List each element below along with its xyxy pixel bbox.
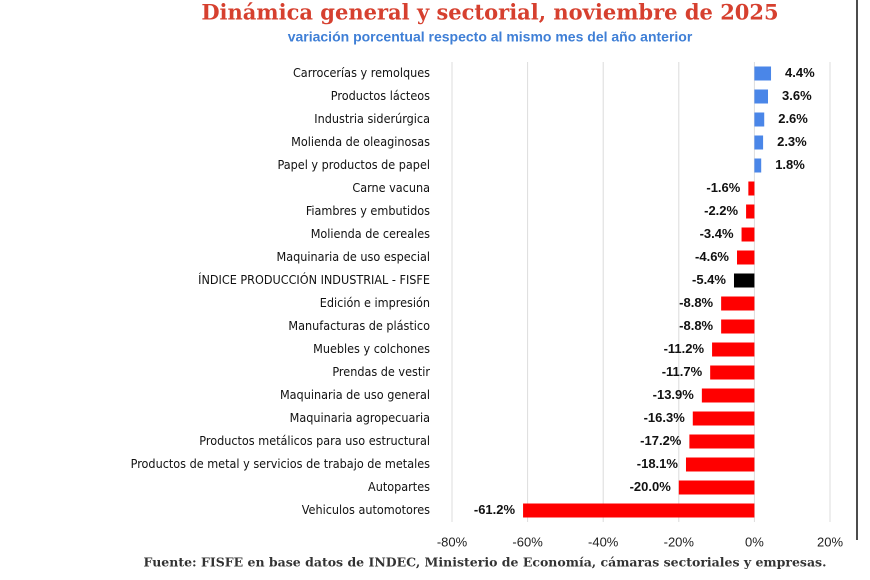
category-label: Maquinaria de uso general [280, 387, 430, 402]
category-label: Carne vacuna [352, 180, 430, 195]
bar [685, 457, 755, 472]
bar [748, 181, 755, 196]
x-tick-label: 20% [817, 534, 843, 549]
bar [712, 342, 755, 357]
category-label: ÍNDICE PRODUCCIÓN INDUSTRIAL - FISFE [198, 272, 430, 287]
value-label: -8.8% [679, 295, 713, 310]
x-tick-label: -40% [588, 534, 619, 549]
value-label: -16.3% [644, 410, 686, 425]
category-label: Autopartes [368, 479, 430, 494]
bar [678, 480, 755, 495]
category-label: Papel y productos de papel [278, 157, 430, 172]
value-label: 3.6% [782, 88, 812, 103]
source-note: Fuente: FISFE en base datos de INDEC, Mi… [144, 555, 827, 570]
bar [733, 273, 755, 288]
category-label: Carrocerías y remolques [293, 65, 430, 80]
category-label: Maquinaria de uso especial [277, 249, 430, 264]
x-tick-label: -60% [512, 534, 543, 549]
bar [737, 250, 755, 265]
category-label: Edición e impresión [320, 295, 430, 310]
bar [754, 158, 762, 173]
bar [692, 411, 755, 426]
value-label: -8.8% [679, 318, 713, 333]
bar [710, 365, 755, 380]
bar [754, 89, 769, 104]
value-label: 4.4% [785, 65, 815, 80]
category-label: Muebles y colchones [313, 341, 430, 356]
value-label: -1.6% [706, 180, 740, 195]
value-label: -3.4% [700, 226, 734, 241]
value-label: -11.2% [664, 341, 705, 356]
category-label: Industria siderúrgica [314, 111, 430, 126]
x-tick-label: -80% [437, 534, 468, 549]
category-label: Vehiculos automotores [302, 502, 430, 517]
x-tick-label: -20% [664, 534, 695, 549]
category-label: Prendas de vestir [332, 364, 430, 379]
bar [754, 66, 772, 81]
category-label: Maquinaria agropecuaria [290, 410, 430, 425]
category-label: Molienda de oleaginosas [291, 134, 430, 149]
value-label: -11.7% [662, 364, 703, 379]
category-label: Manufacturas de plástico [288, 318, 430, 333]
bar [754, 112, 765, 127]
chart-subtitle: variación porcentual respecto al mismo m… [288, 29, 693, 45]
bar [523, 503, 755, 518]
category-label: Molienda de cereales [311, 226, 430, 241]
category-label: Productos de metal y servicios de trabaj… [131, 456, 430, 471]
value-label: -17.2% [640, 433, 682, 448]
bar [701, 388, 755, 403]
value-label: 2.6% [778, 111, 808, 126]
category-label: Productos metálicos para uso estructural [199, 433, 430, 448]
bar [721, 319, 755, 334]
bar [689, 434, 755, 449]
value-label: -4.6% [695, 249, 729, 264]
value-label: -18.1% [637, 456, 679, 471]
x-tick-label: 0% [745, 534, 764, 549]
value-label: 1.8% [775, 157, 805, 172]
chart-title: Dinámica general y sectorial, noviembre … [201, 0, 778, 25]
bar [721, 296, 755, 311]
bar [754, 135, 764, 150]
value-label: -20.0% [630, 479, 672, 494]
value-label: -61.2% [474, 502, 516, 517]
category-label: Fiambres y embutidos [306, 203, 430, 218]
value-label: -2.2% [704, 203, 738, 218]
bar [746, 204, 755, 219]
value-label: 2.3% [777, 134, 807, 149]
value-label: -5.4% [692, 272, 726, 287]
value-label: -13.9% [653, 387, 695, 402]
bar [741, 227, 755, 242]
category-label: Productos lácteos [331, 88, 430, 103]
